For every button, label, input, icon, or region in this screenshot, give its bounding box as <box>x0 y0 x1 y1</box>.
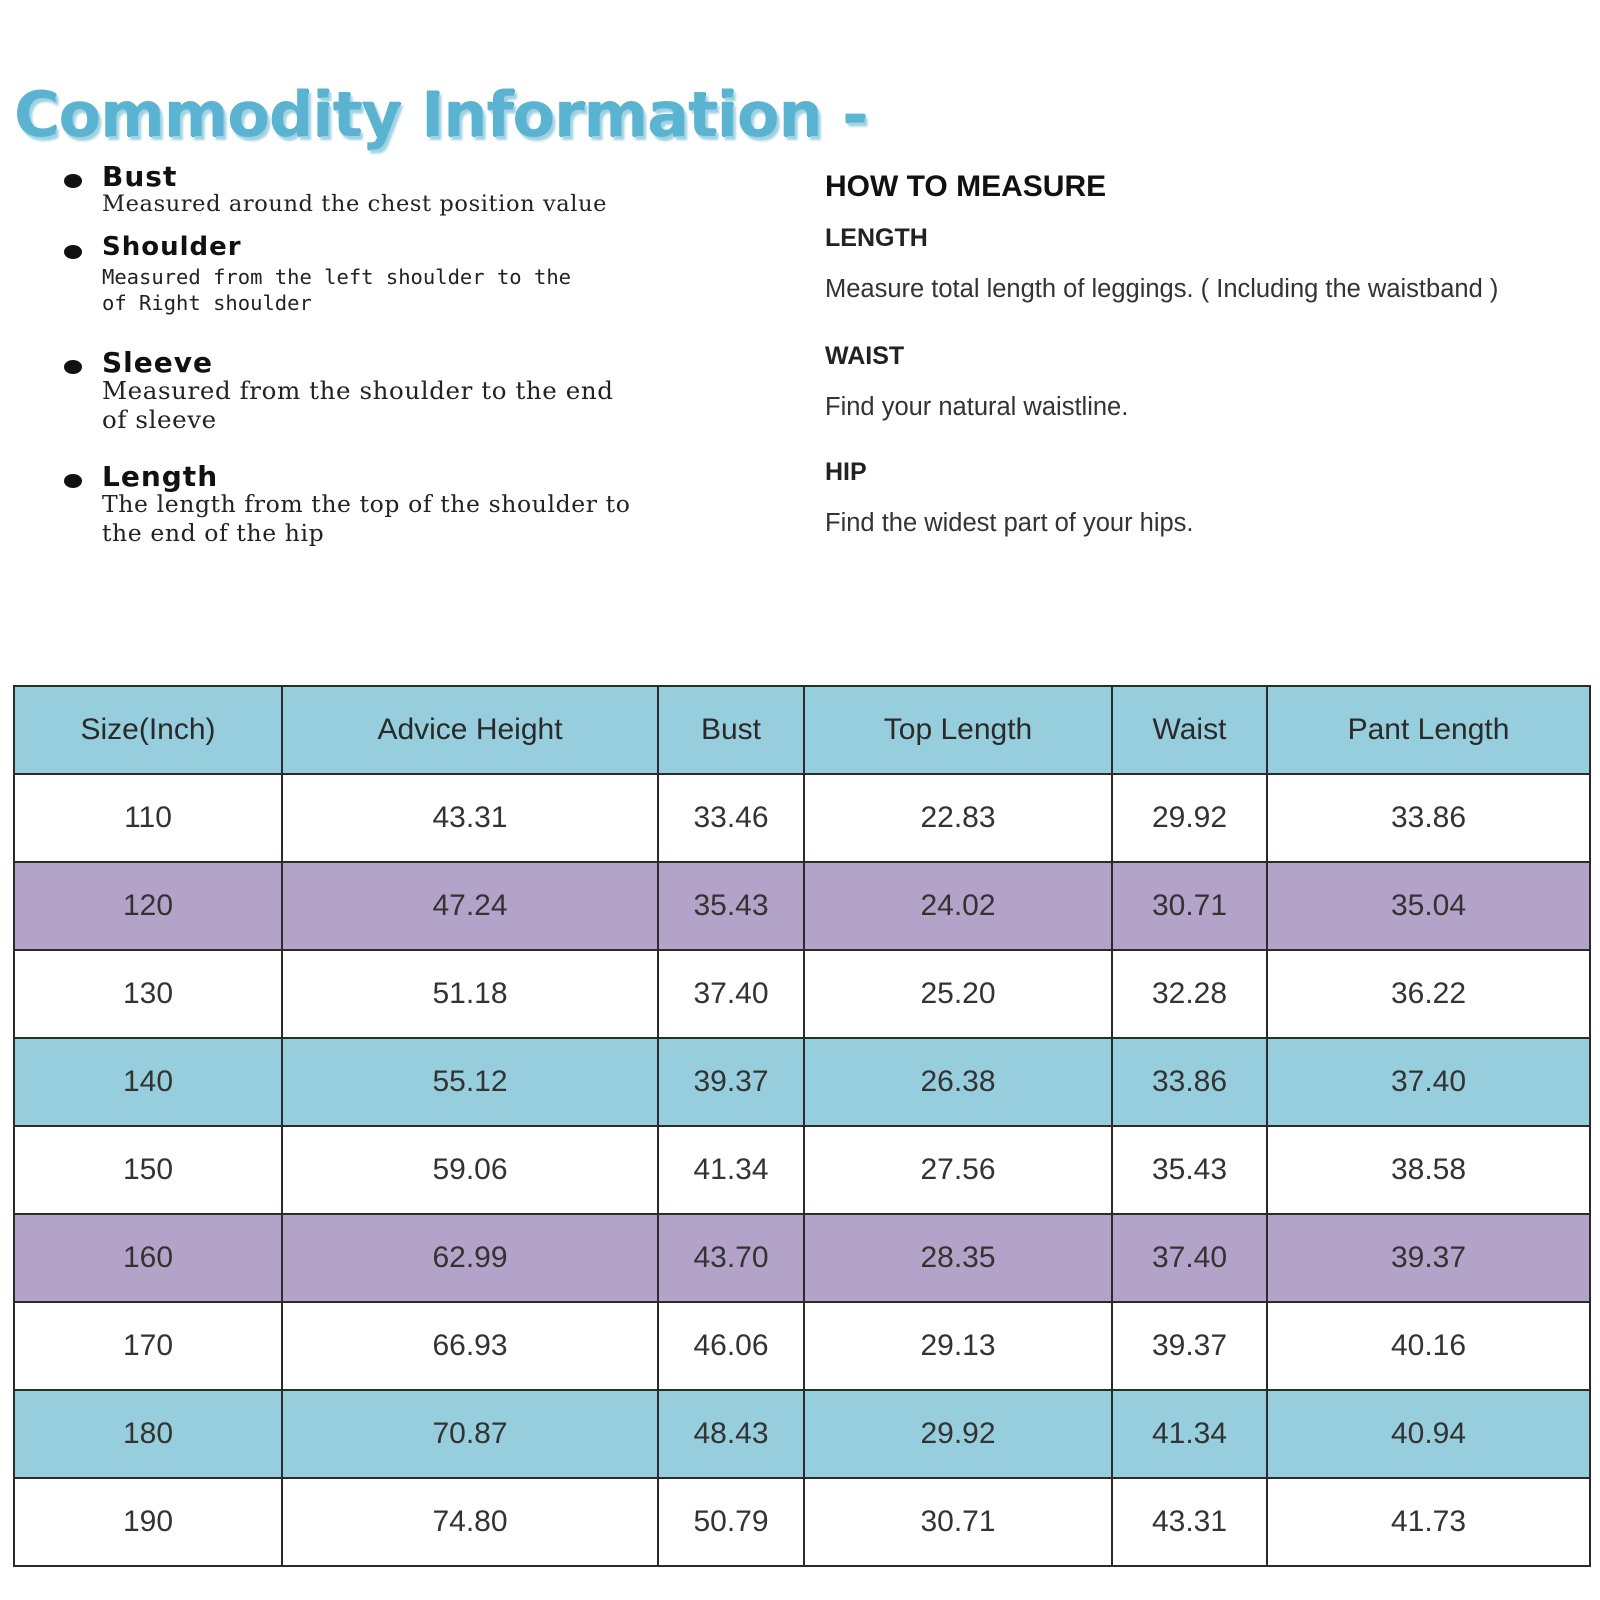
table-cell: 47.24 <box>281 861 659 951</box>
table-cell: 39.37 <box>1266 1213 1591 1303</box>
definition-desc-line: Measured from the shoulder to the end <box>102 376 614 405</box>
table-cell: 40.16 <box>1266 1301 1591 1391</box>
table-row: 190 74.80 50.79 30.71 43.31 41.73 <box>13 1477 1591 1567</box>
table-cell: 30.71 <box>803 1477 1113 1567</box>
table-cell: 74.80 <box>281 1477 659 1567</box>
definition-desc-line: the end of the hip <box>102 519 325 547</box>
definition-desc-line: of Right shoulder <box>102 291 312 315</box>
table-cell: 33.46 <box>657 773 805 863</box>
table-cell: 22.83 <box>803 773 1113 863</box>
table-row: 180 70.87 48.43 29.92 41.34 40.94 <box>13 1389 1591 1479</box>
column-header: Waist <box>1111 685 1268 775</box>
table-cell: 62.99 <box>281 1213 659 1303</box>
table-cell: 43.31 <box>1111 1477 1268 1567</box>
table-cell: 36.22 <box>1266 949 1591 1039</box>
table-row: 160 62.99 43.70 28.35 37.40 39.37 <box>13 1213 1591 1303</box>
table-cell: 35.04 <box>1266 861 1591 951</box>
column-header: Bust <box>657 685 805 775</box>
bullet-icon <box>64 360 82 374</box>
table-cell: 32.28 <box>1111 949 1268 1039</box>
table-cell: 43.70 <box>657 1213 805 1303</box>
table-cell: 38.58 <box>1266 1125 1591 1215</box>
table-cell: 140 <box>13 1037 283 1127</box>
table-cell: 39.37 <box>1111 1301 1268 1391</box>
column-header: Top Length <box>803 685 1113 775</box>
table-cell: 27.56 <box>803 1125 1113 1215</box>
table-cell: 33.86 <box>1111 1037 1268 1127</box>
table-cell: 37.40 <box>1266 1037 1591 1127</box>
table-cell: 130 <box>13 949 283 1039</box>
table-cell: 30.71 <box>1111 861 1268 951</box>
bullet-icon <box>64 245 82 259</box>
table-cell: 41.34 <box>657 1125 805 1215</box>
table-cell: 37.40 <box>1111 1213 1268 1303</box>
table-cell: 46.06 <box>657 1301 805 1391</box>
table-cell: 50.79 <box>657 1477 805 1567</box>
section-label-length: LENGTH <box>825 224 928 252</box>
table-row: 130 51.18 37.40 25.20 32.28 36.22 <box>13 949 1591 1039</box>
section-label-waist: WAIST <box>825 342 905 370</box>
table-cell: 66.93 <box>281 1301 659 1391</box>
table-cell: 25.20 <box>803 949 1113 1039</box>
table-cell: 29.13 <box>803 1301 1113 1391</box>
definition-term: Shoulder <box>102 232 242 262</box>
definition-term: Bust <box>102 160 178 193</box>
definition-desc-line: Measured from the left shoulder to the <box>102 265 571 289</box>
definition-desc-line: of sleeve <box>102 405 217 434</box>
how-to-measure-heading: HOW TO MEASURE <box>825 170 1107 203</box>
table-cell: 180 <box>13 1389 283 1479</box>
table-cell: 39.37 <box>657 1037 805 1127</box>
definition-desc: Measured around the chest position value <box>102 191 608 217</box>
table-cell: 110 <box>13 773 283 863</box>
table-header-row: Size(Inch) Advice Height Bust Top Length… <box>13 685 1591 775</box>
table-cell: 40.94 <box>1266 1389 1591 1479</box>
table-cell: 24.02 <box>803 861 1113 951</box>
table-cell: 37.40 <box>657 949 805 1039</box>
table-cell: 29.92 <box>803 1389 1113 1479</box>
table-cell: 160 <box>13 1213 283 1303</box>
column-header: Size(Inch) <box>13 685 283 775</box>
column-header: Pant Length <box>1266 685 1591 775</box>
table-cell: 170 <box>13 1301 283 1391</box>
definition-desc: The length from the top of the shoulder … <box>102 490 630 548</box>
table-cell: 59.06 <box>281 1125 659 1215</box>
definition-desc: Measured from the shoulder to the end of… <box>102 376 614 434</box>
section-text-length: Measure total length of leggings. ( Incl… <box>825 275 1499 303</box>
page-title: Commodity Information - <box>14 78 868 151</box>
table-cell: 26.38 <box>803 1037 1113 1127</box>
section-text-hip: Find the widest part of your hips. <box>825 509 1194 537</box>
table-cell: 43.31 <box>281 773 659 863</box>
definition-desc-line: The length from the top of the shoulder … <box>102 490 631 518</box>
table-cell: 33.86 <box>1266 773 1591 863</box>
table-row: 170 66.93 46.06 29.13 39.37 40.16 <box>13 1301 1591 1391</box>
table-row: 140 55.12 39.37 26.38 33.86 37.40 <box>13 1037 1591 1127</box>
table-cell: 29.92 <box>1111 773 1268 863</box>
table-cell: 70.87 <box>281 1389 659 1479</box>
table-cell: 41.73 <box>1266 1477 1591 1567</box>
table-row: 110 43.31 33.46 22.83 29.92 33.86 <box>13 773 1591 863</box>
table-cell: 51.18 <box>281 949 659 1039</box>
table-cell: 190 <box>13 1477 283 1567</box>
section-text-waist: Find your natural waistline. <box>825 393 1129 421</box>
table-cell: 48.43 <box>657 1389 805 1479</box>
table-cell: 55.12 <box>281 1037 659 1127</box>
table-cell: 41.34 <box>1111 1389 1268 1479</box>
column-header: Advice Height <box>281 685 659 775</box>
table-cell: 120 <box>13 861 283 951</box>
table-row: 150 59.06 41.34 27.56 35.43 38.58 <box>13 1125 1591 1215</box>
bullet-icon <box>64 174 82 188</box>
size-chart-table: Size(Inch) Advice Height Bust Top Length… <box>13 685 1591 1567</box>
table-row: 120 47.24 35.43 24.02 30.71 35.04 <box>13 861 1591 951</box>
definition-term: Sleeve <box>102 346 213 379</box>
table-cell: 35.43 <box>657 861 805 951</box>
table-cell: 28.35 <box>803 1213 1113 1303</box>
table-cell: 150 <box>13 1125 283 1215</box>
definition-term: Length <box>102 460 219 493</box>
bullet-icon <box>64 474 82 488</box>
table-cell: 35.43 <box>1111 1125 1268 1215</box>
definition-desc: Measured from the left shoulder to the o… <box>102 264 571 316</box>
section-label-hip: HIP <box>825 458 867 486</box>
